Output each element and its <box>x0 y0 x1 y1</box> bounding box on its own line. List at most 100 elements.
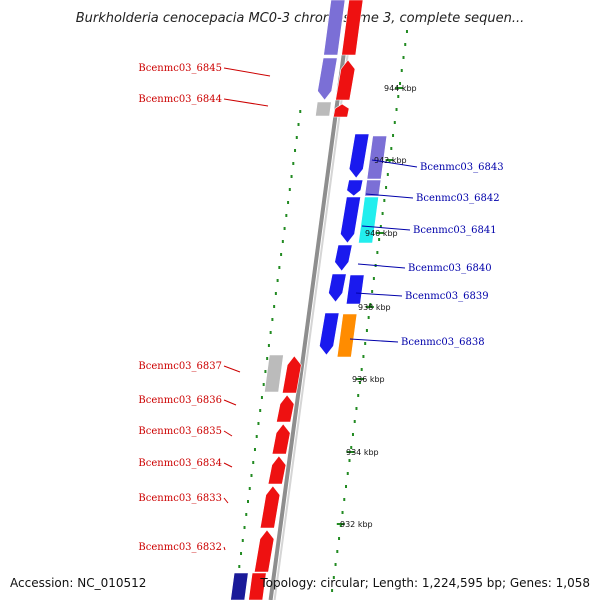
leader-line <box>223 462 233 468</box>
guide-dot <box>355 407 358 410</box>
gene-label-right: Bcenmc03_6840 <box>408 263 492 274</box>
guide-dot <box>386 173 389 176</box>
guide-dot <box>395 108 398 111</box>
guide-dot <box>338 537 341 540</box>
guide-dot <box>351 433 354 436</box>
leader-line <box>223 430 233 437</box>
guide-dot <box>400 69 403 72</box>
guide-dot <box>274 292 277 295</box>
guide-dot <box>379 225 382 228</box>
guide-dot <box>385 186 388 189</box>
leader-line <box>371 159 418 168</box>
guide-dot <box>241 539 244 542</box>
leader-line <box>223 365 241 373</box>
guide-dot <box>267 344 270 347</box>
gene-arrow <box>253 529 275 573</box>
gene-label-left: Bcenmc03_6834 <box>138 458 222 469</box>
label-leaders <box>223 67 418 551</box>
gene-arrow <box>264 354 284 393</box>
guide-dot <box>353 420 356 423</box>
guide-dot <box>292 162 295 165</box>
guide-dot <box>378 238 381 241</box>
gene-label-right: Bcenmc03_6843 <box>420 162 504 173</box>
leader-line <box>223 546 226 551</box>
tick-label: 944 kbp <box>384 84 417 93</box>
guide-dot <box>388 160 391 163</box>
guide-dot <box>252 461 255 464</box>
gene-arrow <box>271 423 291 455</box>
topology-summary: Topology: circular; Length: 1,224,595 bp… <box>259 576 590 590</box>
tick-label: 938 kbp <box>358 303 391 312</box>
guide-dot <box>405 30 408 33</box>
guide-dot <box>331 589 334 592</box>
map-title: Burkholderia cenocepacia MC0-3 chromosom… <box>76 11 524 26</box>
gene-arrow <box>334 244 353 272</box>
guide-dot <box>367 316 370 319</box>
gene-arrow <box>267 455 287 485</box>
leader-line <box>223 497 229 504</box>
gene-arrow <box>366 135 388 180</box>
guide-dot <box>247 500 249 503</box>
guide-dot <box>365 329 368 332</box>
guide-dot <box>404 43 407 46</box>
guide-dot <box>281 240 284 243</box>
guide-dot <box>295 136 298 139</box>
guide-dot <box>371 290 374 293</box>
guide-dot <box>372 277 375 280</box>
gene-arrow <box>230 572 249 600</box>
guide-dot <box>350 446 353 449</box>
gene-label-left: Bcenmc03_6837 <box>138 361 222 372</box>
guide-dot <box>390 147 393 150</box>
accession-text: Accession: NC_010512 <box>10 576 146 590</box>
guide-dot <box>273 305 276 308</box>
gene-arrow <box>336 313 358 358</box>
guide-dot <box>332 576 335 579</box>
guide-dot <box>339 524 342 527</box>
tick-label: 942 kbp <box>374 156 407 165</box>
gene-label-left: Bcenmc03_6832 <box>138 542 222 553</box>
guide-dot <box>257 422 260 425</box>
gene-label-left: Bcenmc03_6836 <box>138 395 222 406</box>
gene-arrow <box>340 196 361 244</box>
gene-arrow <box>348 133 370 179</box>
guide-dot <box>393 121 396 124</box>
gene-label-left: Bcenmc03_6835 <box>138 426 222 437</box>
guide-dot <box>392 134 395 137</box>
guide-dot <box>360 368 363 371</box>
guide-dot <box>369 303 372 306</box>
guide-dot <box>250 474 253 477</box>
guide-dot <box>243 526 246 529</box>
guide-dot <box>283 227 286 230</box>
gene-label-left: Bcenmc03_6833 <box>138 493 222 504</box>
guide-dot <box>299 110 302 113</box>
guide-dot <box>262 383 265 386</box>
gene-arrow <box>335 59 356 101</box>
gene-arrow <box>358 196 379 244</box>
gene-label-right: Bcenmc03_6842 <box>416 193 500 204</box>
guide-dot <box>238 565 241 568</box>
guide-dot <box>343 498 346 501</box>
guide-dot <box>383 199 386 202</box>
guide-dot <box>402 56 405 59</box>
guide-dot <box>245 513 248 516</box>
guide-dot <box>288 188 291 191</box>
guide-dot <box>260 396 263 399</box>
guide-dot <box>285 214 288 217</box>
guide-dot <box>297 123 300 126</box>
guide-dot <box>381 212 384 215</box>
gene-arrow <box>317 57 338 101</box>
tick-label: 932 kbp <box>340 520 373 529</box>
gene-label-right: Bcenmc03_6841 <box>413 225 497 236</box>
guide-dot <box>399 82 402 85</box>
gene-arrow <box>319 312 340 356</box>
dotted-guides <box>236 30 408 592</box>
guide-dot <box>358 381 361 384</box>
tick-label: 934 kbp <box>346 448 379 457</box>
guide-dot <box>346 472 349 475</box>
gene-arrow <box>315 101 332 117</box>
gene-arrow <box>364 179 382 197</box>
leader-line <box>357 263 406 269</box>
guide-dot <box>266 357 269 360</box>
guide-dot <box>255 435 258 438</box>
